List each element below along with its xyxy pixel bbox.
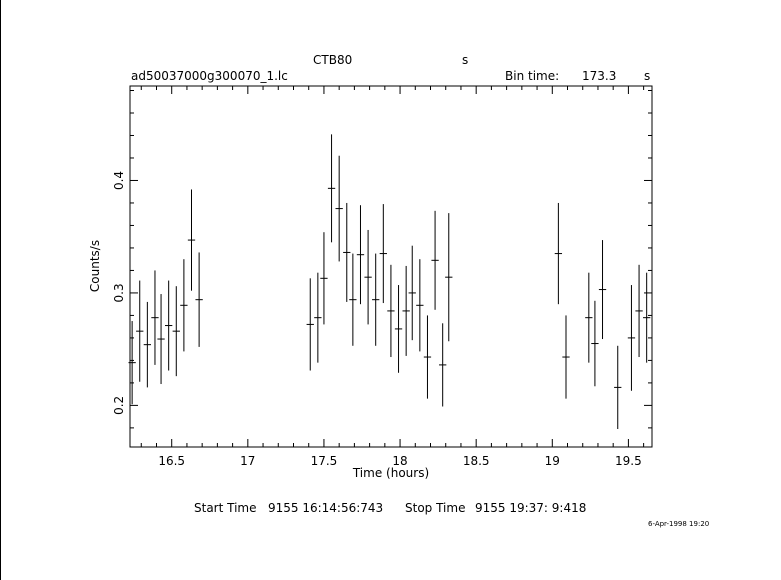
data-point xyxy=(439,323,447,407)
object-name: CTB80 xyxy=(313,53,353,67)
y-ticks: 0.2 0.3 0.4 xyxy=(112,89,652,429)
data-point xyxy=(314,272,322,363)
bin-time-unit: s xyxy=(644,69,651,83)
data-point xyxy=(445,213,453,342)
data-point xyxy=(157,294,165,385)
data-point xyxy=(128,321,136,405)
data-point xyxy=(356,205,365,305)
data-point xyxy=(165,280,173,371)
data-points xyxy=(128,134,651,430)
x-tick-label: 18 xyxy=(392,454,407,468)
x-tick-label: 19 xyxy=(545,454,560,468)
data-point xyxy=(643,272,651,363)
data-point xyxy=(306,278,314,371)
data-point xyxy=(172,286,180,377)
x-tick-label: 18.5 xyxy=(463,454,490,468)
data-point xyxy=(372,253,380,346)
data-point xyxy=(416,259,424,352)
data-point xyxy=(151,270,159,365)
data-point xyxy=(598,240,607,340)
data-point xyxy=(335,155,343,262)
plot-frame xyxy=(129,85,653,448)
data-point xyxy=(402,265,410,356)
data-point xyxy=(320,232,328,325)
filename: ad50037000g300070_1.lc xyxy=(131,69,288,83)
stop-time-value: 9155 19:37: 9:418 xyxy=(475,501,587,515)
y-tick-label: 0.4 xyxy=(112,171,126,190)
data-point xyxy=(364,229,372,325)
bin-time-value: 173.3 xyxy=(582,69,617,83)
x-tick-label: 19.5 xyxy=(615,454,642,468)
y-tick-label: 0.3 xyxy=(112,283,126,302)
data-point xyxy=(136,280,144,382)
data-point xyxy=(635,264,643,358)
data-point xyxy=(394,285,403,373)
start-time-value: 9155 16:14:56:743 xyxy=(268,501,384,515)
data-point xyxy=(349,253,357,346)
x-axis-label: Time (hours) xyxy=(352,466,429,480)
data-point xyxy=(379,204,387,304)
data-point xyxy=(180,259,188,352)
data-point xyxy=(195,252,203,347)
data-point xyxy=(585,272,593,363)
window-edge xyxy=(0,0,1,580)
data-point xyxy=(614,345,622,430)
y-tick-label: 0.2 xyxy=(112,396,126,415)
object-unit: s xyxy=(462,53,469,67)
x-tick-label: 17 xyxy=(240,454,255,468)
data-point xyxy=(627,285,636,391)
data-point xyxy=(423,315,432,399)
y-axis-label: Counts/s xyxy=(88,240,102,292)
x-tick-label: 16.5 xyxy=(158,454,185,468)
data-point xyxy=(143,301,152,388)
data-point xyxy=(562,315,570,399)
data-point xyxy=(187,189,196,291)
x-tick-label: 17.5 xyxy=(311,454,338,468)
date-stamp: 6-Apr-1998 19:20 xyxy=(648,520,710,528)
stop-time-label: Stop Time xyxy=(405,501,466,515)
data-point xyxy=(343,202,351,302)
bin-time-label: Bin time: xyxy=(505,69,560,83)
data-point xyxy=(554,202,563,305)
x-ticks: 16.5 17 17.5 18 18.5 19 19.5 xyxy=(140,86,645,468)
start-time-label: Start Time xyxy=(194,501,257,515)
data-point xyxy=(327,134,336,243)
data-point xyxy=(408,245,416,341)
data-point xyxy=(591,300,599,387)
data-point xyxy=(431,210,439,310)
data-point xyxy=(387,264,395,358)
